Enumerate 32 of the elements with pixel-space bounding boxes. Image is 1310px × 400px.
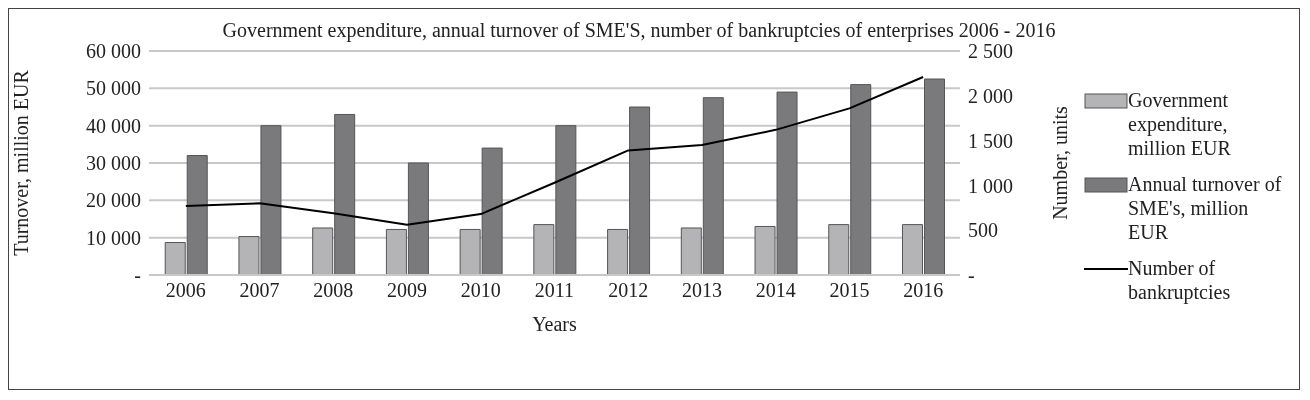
y-tick-label: 10 000 <box>86 226 141 249</box>
x-axis-title: Years <box>532 313 578 335</box>
legend-label: Annual turnover of SME's, million EUR <box>1128 172 1283 244</box>
x-tick-label: 2009 <box>387 279 428 302</box>
y-tick-label: 60 000 <box>86 40 141 63</box>
y2-axis-title: Number, units <box>1049 105 1072 220</box>
y2-tick-label: 1 500 <box>968 129 1013 152</box>
y2-tick-label: - <box>968 264 975 287</box>
x-tick-label: 2010 <box>460 279 501 302</box>
y-axis-title: Turnover, million EUR <box>10 69 33 256</box>
x-tick-label: 2006 <box>165 279 206 302</box>
x-tick-label: 2007 <box>239 279 280 302</box>
y-tick-label: - <box>134 264 141 287</box>
x-tick-label: 2012 <box>608 279 649 302</box>
legend-label: Government expenditure, million EUR <box>1128 88 1232 160</box>
x-tick-label: 2016 <box>903 279 944 302</box>
y2-tick-label: 2 000 <box>968 84 1013 107</box>
chart-title: Government expenditure, annual turnover of SME'S, number of bankruptcies of enterprises 2006 - 2016 <box>221 18 1057 43</box>
x-tick-label: 2011 <box>534 279 575 302</box>
y2-tick-label: 1 000 <box>968 174 1013 197</box>
y-tick-label: 40 000 <box>86 114 141 137</box>
y-tick-label: 50 000 <box>86 77 141 100</box>
x-tick-label: 2015 <box>829 279 870 302</box>
x-tick-label: 2014 <box>755 279 796 302</box>
y2-tick-label: 500 <box>968 219 998 242</box>
x-tick-label: 2008 <box>313 279 354 302</box>
legend-label: Number of bankruptcies <box>1128 256 1232 304</box>
y2-tick-label: 2 500 <box>968 40 1013 63</box>
y-tick-label: 20 000 <box>86 189 141 212</box>
line-series <box>184 75 925 226</box>
y-tick-label: 30 000 <box>86 152 141 175</box>
x-tick-label: 2013 <box>681 279 722 302</box>
